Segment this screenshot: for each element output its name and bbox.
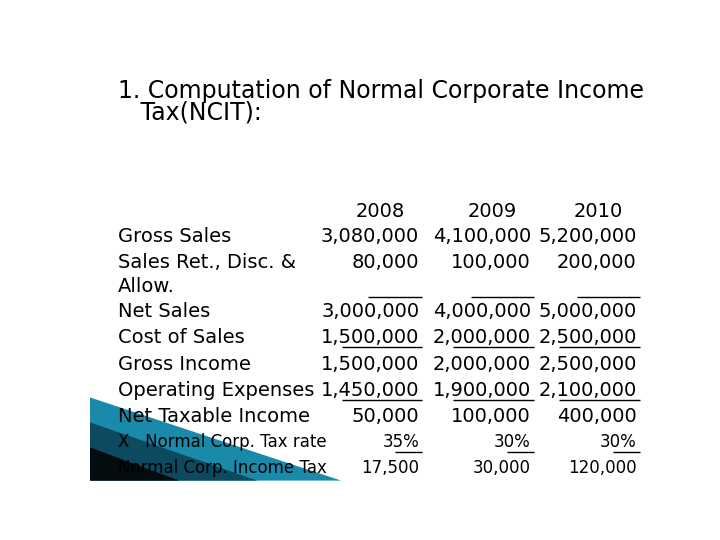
Text: 1,500,000: 1,500,000 [321,355,419,374]
Text: 400,000: 400,000 [557,407,637,426]
Text: Gross Income: Gross Income [118,355,251,374]
Text: 2009: 2009 [467,202,516,221]
Polygon shape [90,422,258,481]
Text: Net Taxable Income: Net Taxable Income [118,407,310,426]
Text: Tax(NCIT):: Tax(NCIT): [118,100,261,124]
Text: 1,500,000: 1,500,000 [321,328,419,347]
Polygon shape [90,397,341,481]
Text: 80,000: 80,000 [352,253,419,272]
Text: Sales Ret., Disc. &
Allow.: Sales Ret., Disc. & Allow. [118,253,296,296]
Text: 30,000: 30,000 [473,460,531,477]
Text: 100,000: 100,000 [451,253,531,272]
Text: 35%: 35% [382,433,419,451]
Text: 2,000,000: 2,000,000 [433,355,531,374]
Text: 5,200,000: 5,200,000 [539,227,637,246]
Text: 2,500,000: 2,500,000 [539,328,637,347]
Text: 30%: 30% [600,433,637,451]
Text: 2,000,000: 2,000,000 [433,328,531,347]
Text: 5,000,000: 5,000,000 [539,302,637,321]
Text: 100,000: 100,000 [451,407,531,426]
Text: Net Sales: Net Sales [118,302,210,321]
Text: Cost of Sales: Cost of Sales [118,328,245,347]
Text: 30%: 30% [494,433,531,451]
Text: 200,000: 200,000 [557,253,637,272]
Text: 50,000: 50,000 [351,407,419,426]
Text: 3,000,000: 3,000,000 [321,302,419,321]
Text: 120,000: 120,000 [568,460,637,477]
Text: 2010: 2010 [573,202,622,221]
Polygon shape [90,447,179,481]
Text: 2008: 2008 [356,202,405,221]
Text: 2,500,000: 2,500,000 [539,355,637,374]
Text: 1,900,000: 1,900,000 [433,381,531,400]
Text: 4,100,000: 4,100,000 [433,227,531,246]
Text: 4,000,000: 4,000,000 [433,302,531,321]
Text: 1. Computation of Normal Corporate Income: 1. Computation of Normal Corporate Incom… [118,79,644,103]
Text: 3,080,000: 3,080,000 [321,227,419,246]
Text: X   Normal Corp. Tax rate: X Normal Corp. Tax rate [118,433,327,451]
Text: Operating Expenses: Operating Expenses [118,381,314,400]
Text: 2,100,000: 2,100,000 [539,381,637,400]
Text: 17,500: 17,500 [361,460,419,477]
Text: Gross Sales: Gross Sales [118,227,231,246]
Text: 1,450,000: 1,450,000 [320,381,419,400]
Text: Normal Corp. Income Tax: Normal Corp. Income Tax [118,460,327,477]
